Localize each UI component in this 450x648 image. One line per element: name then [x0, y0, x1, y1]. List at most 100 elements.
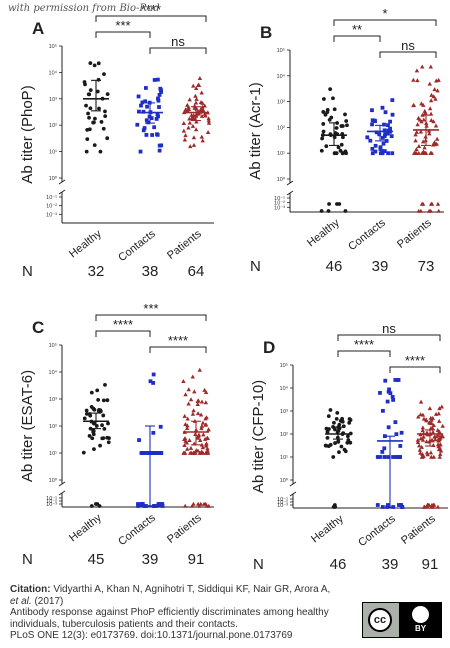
citation-title: Antibody response against PhoP efficient… [10, 607, 329, 630]
healthy-point [340, 416, 345, 421]
significance-label: **** [354, 337, 374, 352]
contacts-point [370, 146, 375, 151]
patients-point [196, 432, 202, 437]
healthy-point [105, 435, 110, 440]
patients-point [425, 502, 430, 507]
patients-point [197, 75, 203, 80]
contacts-point [144, 118, 149, 123]
patients-point [199, 426, 204, 431]
category-label: Patients [165, 228, 204, 262]
patients-point [185, 423, 190, 428]
y-tick-label: 10⁻³ [274, 205, 285, 211]
healthy-point [323, 443, 328, 448]
patients-point [191, 142, 197, 147]
contacts-point [382, 455, 387, 459]
patients-point [206, 118, 211, 123]
n-count: 39 [142, 551, 159, 568]
contacts-point [380, 149, 385, 154]
patients-point [418, 129, 424, 134]
contacts-point [151, 451, 156, 455]
patients-point [421, 504, 427, 509]
contacts-point [155, 132, 159, 137]
contacts-point [157, 93, 162, 97]
patients-point [413, 138, 418, 143]
patients-point [187, 116, 192, 121]
patients-point [200, 420, 206, 425]
patients-point [429, 438, 434, 443]
patients-point [199, 134, 205, 139]
patients-point [427, 420, 433, 425]
patients-point [203, 113, 208, 118]
contacts-point [138, 149, 143, 154]
patients-point [200, 445, 206, 450]
patients-point [436, 418, 442, 423]
healthy-point [93, 116, 97, 121]
contacts-point [380, 136, 385, 140]
patients-point [420, 437, 426, 442]
y-tick-label: 10² [280, 432, 288, 438]
contacts-point [139, 451, 144, 455]
patients-point [182, 443, 187, 448]
y-tick-label: 10¹ [277, 151, 285, 157]
cc-license-badge[interactable]: cc BY [362, 602, 442, 638]
patients-point [196, 398, 201, 403]
patients-point [186, 125, 191, 130]
patients-point [197, 367, 202, 372]
healthy-point [321, 129, 326, 134]
healthy-point [348, 440, 353, 445]
contacts-point [385, 131, 390, 136]
patients-point [205, 448, 210, 453]
healthy-point [87, 92, 92, 97]
patients-point [435, 504, 441, 509]
healthy-point [343, 112, 347, 117]
healthy-point [92, 63, 97, 68]
n-count: 39 [372, 258, 389, 275]
y-tick-label: 10⁻² [277, 500, 288, 506]
patients-point [437, 445, 443, 450]
patients-point [419, 150, 425, 155]
patients-point [195, 448, 201, 453]
patients-point [206, 120, 212, 125]
healthy-point [340, 151, 345, 156]
contacts-point [382, 434, 387, 439]
patients-point [411, 103, 417, 108]
patients-point [422, 145, 427, 150]
contacts-point [154, 451, 159, 455]
healthy-point [345, 123, 349, 128]
patients-point [199, 90, 204, 95]
patients-point [182, 413, 187, 418]
y-tick-label: 10⁰ [49, 175, 58, 182]
healthy-point [81, 450, 86, 455]
contacts-point [394, 432, 399, 437]
contacts-point [387, 387, 391, 392]
patients-point [193, 85, 199, 90]
patients-point [191, 135, 197, 140]
y-tick-label: 10⁻² [46, 499, 57, 505]
contacts-point [152, 78, 157, 82]
contacts-point [157, 148, 162, 153]
patients-point [183, 503, 188, 508]
patients-point [421, 102, 426, 107]
patients-point [198, 412, 204, 417]
contacts-point [151, 381, 156, 385]
patients-point [191, 450, 197, 455]
person-icon [412, 606, 429, 623]
healthy-point [321, 110, 326, 114]
y-tick-label: 10⁰ [280, 477, 289, 484]
contacts-point [386, 123, 390, 128]
patients-point [428, 425, 434, 430]
contacts-point [386, 503, 390, 507]
healthy-point [91, 429, 96, 433]
patients-point [203, 422, 208, 427]
y-tick-label: 10⁻³ [46, 212, 57, 218]
patients-point [199, 113, 205, 118]
patients-point [200, 104, 205, 109]
contacts-point [396, 378, 401, 382]
figure: A Ab titer (PhoP) 10⁵ 10⁴ 10³ 10² 10¹ 10⁰ 10⁻¹ 10… [8, 2, 448, 573]
contacts-point [141, 128, 146, 133]
y-axis-label: Ab titer (PhoP) [19, 85, 36, 183]
contacts-point [137, 109, 141, 114]
patients-point [199, 442, 205, 447]
healthy-point [103, 109, 107, 114]
significance-bracket [389, 366, 441, 373]
